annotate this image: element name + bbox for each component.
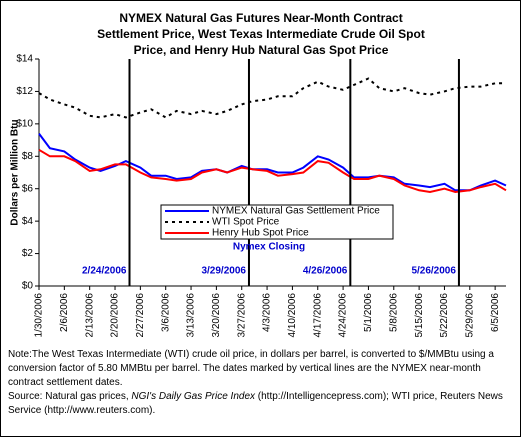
y-tick-label: $6: [22, 183, 34, 194]
chart: $0 $2 $4 $6 $8 $10 $12 $14 1/30/2006 2/6/2006 2/13…: [10, 54, 507, 338]
notes: Note:The West Texas Intermediate (WTI) c…: [8, 348, 514, 418]
source-text: (http://Intelligencepress.com); WTI pric…: [8, 391, 503, 416]
source-text: Source: Natural gas prices,: [8, 391, 132, 402]
series-line: [38, 133, 507, 192]
marker-label: 4/26/2006: [303, 266, 348, 277]
legend-label: NYMEX Natural Gas Settlement Price: [212, 206, 380, 217]
y-axis-label: Dollars per Million Btu: [10, 119, 21, 225]
x-tick-label: 5/8/2006: [388, 293, 399, 332]
y-tick-label: $14: [16, 54, 33, 65]
marker-title: Nymex Closing: [233, 242, 305, 253]
y-tick-label: $4: [22, 216, 34, 227]
source-title: NGI's Daily Gas Price Index: [131, 391, 256, 402]
y-tick-label: $10: [16, 118, 33, 129]
x-tick-label: 4/3/2006: [262, 293, 273, 332]
x-tick-label: 1/30/2006: [34, 293, 45, 338]
x-tick-label: 6/5/2006: [490, 293, 501, 332]
chart-title: NYMEX Natural Gas Futures Near-Month Con…: [97, 11, 425, 57]
x-tick-label: 4/10/2006: [287, 293, 298, 338]
marker-label: 3/29/2006: [201, 266, 246, 277]
x-tick-label: 5/15/2006: [414, 293, 425, 338]
note: Note:The West Texas Intermediate (WTI) c…: [8, 349, 494, 388]
x-tick-label: 2/13/2006: [84, 293, 95, 338]
x-tick-label: 5/29/2006: [464, 293, 475, 338]
x-tick-label: 2/20/2006: [110, 293, 121, 338]
x-tick-label: 2/27/2006: [135, 293, 146, 338]
x-tick-label: 5/1/2006: [363, 293, 374, 332]
series-line: [38, 148, 507, 194]
source: Source: Natural gas prices, NGI's Daily …: [8, 390, 514, 418]
x-tick-label: 3/27/2006: [236, 293, 247, 338]
marker-label: 2/24/2006: [82, 266, 127, 277]
x-tick-label: 4/24/2006: [338, 293, 349, 338]
series-line: [38, 77, 506, 119]
y-tick-label: $12: [16, 86, 33, 97]
x-tick-label: 4/17/2006: [312, 293, 323, 338]
x-tick-label: 3/13/2006: [186, 293, 197, 338]
x-tick-label: 3/20/2006: [211, 293, 222, 338]
y-tick-label: $2: [22, 248, 34, 259]
legend-label: WTI Spot Price: [212, 217, 280, 228]
legend-label: Henry Hub Spot Price: [212, 228, 309, 239]
marker-label: 5/26/2006: [411, 266, 456, 277]
y-tick-label: $0: [22, 281, 34, 292]
x-tick-label: 3/6/2006: [160, 293, 171, 332]
y-tick-label: $8: [22, 151, 34, 162]
x-tick-label: 5/22/2006: [439, 293, 450, 338]
x-tick-label: 2/6/2006: [59, 293, 70, 332]
